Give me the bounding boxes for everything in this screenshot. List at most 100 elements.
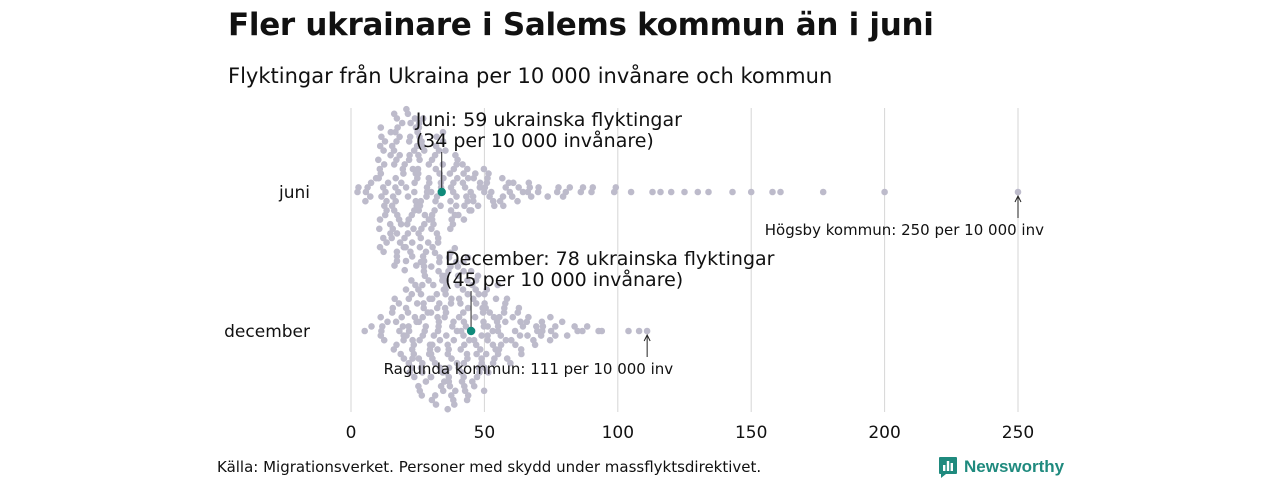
data-point	[518, 350, 525, 358]
data-point	[454, 281, 462, 289]
data-point	[392, 174, 400, 182]
data-point	[538, 318, 546, 326]
data-point	[427, 188, 435, 196]
data-point	[419, 332, 427, 339]
data-point	[497, 332, 505, 339]
data-point	[454, 263, 462, 270]
data-point	[455, 211, 462, 219]
data-point	[464, 304, 472, 312]
data-point	[433, 290, 441, 298]
x-tick-label: 50	[474, 423, 496, 443]
data-point	[392, 318, 400, 326]
data-point	[472, 286, 480, 293]
data-point	[389, 304, 397, 312]
data-point	[460, 170, 467, 177]
data-point	[431, 359, 439, 367]
data-point	[451, 401, 458, 408]
data-point	[461, 341, 468, 349]
data-point	[419, 115, 427, 122]
data-point	[418, 392, 426, 399]
data-point	[454, 272, 462, 280]
data-point	[415, 318, 423, 326]
data-point	[400, 355, 408, 362]
data-point	[459, 179, 467, 187]
data-point	[450, 336, 458, 344]
data-point	[401, 161, 409, 168]
data-point	[433, 133, 441, 141]
data-point	[379, 184, 387, 191]
x-tick-label: 250	[1002, 423, 1034, 443]
data-point	[419, 313, 427, 321]
data-point-outlier	[627, 188, 635, 196]
data-point	[431, 249, 439, 257]
data-point	[451, 244, 459, 252]
data-point	[480, 165, 488, 173]
data-point	[544, 193, 551, 200]
data-point	[500, 202, 507, 210]
data-point	[417, 234, 425, 242]
data-point	[464, 355, 471, 362]
data-point	[423, 193, 430, 200]
data-point	[444, 405, 452, 413]
data-point	[428, 211, 436, 219]
data-point-outlier	[729, 188, 736, 196]
data-point	[402, 304, 410, 312]
data-point	[471, 313, 479, 321]
data-point	[503, 355, 511, 362]
data-point	[489, 359, 497, 367]
data-point	[403, 105, 410, 113]
data-point	[464, 197, 472, 205]
max-annotation-label: Ragunda kommun: 111 per 10 000 inv	[384, 360, 674, 378]
category-label: juni	[278, 183, 310, 203]
data-point	[394, 124, 401, 131]
x-tick-label: 150	[735, 423, 767, 443]
data-point	[429, 243, 436, 251]
data-point	[410, 225, 417, 233]
data-point	[428, 295, 436, 303]
data-point	[450, 179, 457, 187]
data-point	[436, 254, 443, 261]
data-point	[398, 119, 406, 127]
data-point	[464, 174, 472, 182]
data-point	[468, 207, 475, 214]
data-point	[478, 332, 486, 339]
data-point	[519, 188, 527, 196]
data-point	[403, 220, 411, 228]
data-point	[380, 336, 388, 344]
data-point	[439, 128, 447, 136]
data-point	[503, 295, 511, 303]
data-point	[415, 355, 423, 362]
source-note: Källa: Migrationsverket. Personer med sk…	[217, 458, 762, 476]
data-point	[422, 323, 430, 330]
data-point	[455, 295, 463, 303]
data-point	[509, 313, 517, 321]
data-point	[533, 323, 540, 330]
data-point	[472, 170, 479, 177]
data-point	[428, 225, 435, 233]
data-point	[390, 346, 398, 353]
data-point-outlier	[769, 188, 776, 196]
data-point	[494, 323, 502, 330]
data-point	[393, 248, 401, 256]
data-point	[473, 350, 480, 358]
data-point	[546, 336, 554, 344]
data-point	[481, 364, 488, 372]
data-point	[446, 170, 454, 177]
data-point	[441, 304, 449, 312]
data-point	[527, 193, 535, 200]
data-point	[425, 277, 432, 284]
bar-chart-logo-icon	[939, 457, 957, 478]
data-point	[460, 216, 468, 223]
data-point	[430, 332, 438, 339]
data-point	[389, 225, 397, 233]
data-point	[491, 202, 498, 210]
data-point	[417, 258, 425, 266]
data-point	[510, 179, 517, 187]
data-point-outlier	[681, 188, 688, 196]
data-point	[387, 128, 395, 136]
data-point	[496, 197, 504, 205]
data-point	[377, 332, 385, 339]
data-point	[395, 300, 403, 307]
data-point	[524, 332, 531, 339]
data-point	[404, 230, 412, 237]
